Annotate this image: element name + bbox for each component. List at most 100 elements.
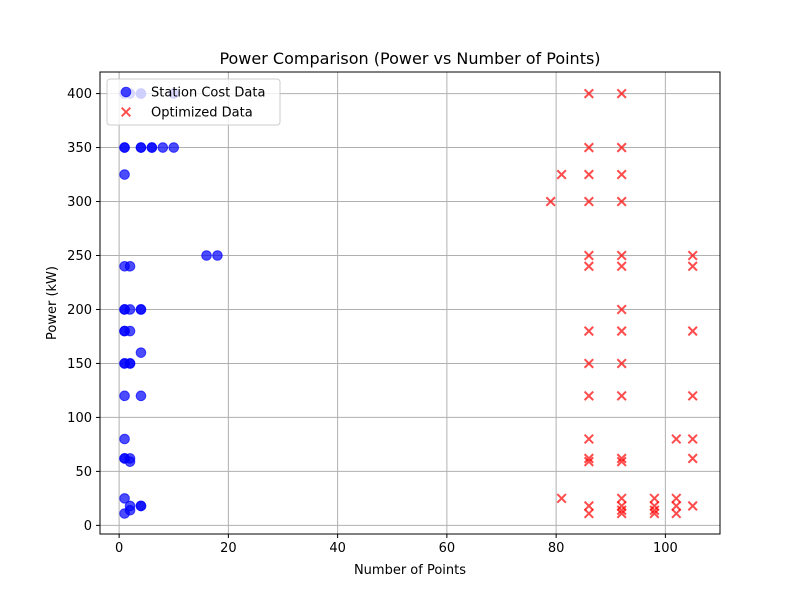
optimized-point (616, 453, 627, 464)
plot-frame (99, 71, 721, 535)
optimized-point (616, 326, 627, 337)
grid (100, 72, 720, 534)
axis-ticks: 0 20 40 60 80 100 0 50 100 150 200 250 300 350 400 (67, 87, 678, 556)
optimized-point (616, 88, 627, 99)
optimized-point (583, 500, 594, 511)
station-cost-point (124, 456, 136, 467)
optimized-point (687, 390, 698, 401)
x-tick-label: 100 (653, 541, 678, 556)
station-cost-point (212, 250, 223, 261)
station-cost-point (168, 142, 180, 153)
optimized-point (616, 390, 627, 401)
station-cost-point (119, 390, 130, 402)
station-cost-point (135, 390, 147, 402)
y-axis-label: Power (kW) (45, 266, 60, 340)
legend-marker (120, 86, 132, 98)
optimized-point (616, 508, 627, 519)
station-cost-point (157, 142, 169, 153)
legend-marker (120, 106, 132, 118)
station-cost-point (119, 508, 130, 519)
optimized-point (583, 434, 594, 445)
optimized-point (556, 493, 567, 504)
data-points (119, 88, 698, 519)
optimized-point (583, 453, 594, 464)
optimized-point (616, 261, 627, 272)
optimized-point (583, 456, 594, 467)
x-tick-label: 60 (439, 541, 456, 556)
optimized-point (649, 493, 660, 504)
optimized-point (649, 508, 660, 519)
legend-label: Station Cost Data (151, 86, 265, 101)
optimized-point (671, 493, 682, 504)
legend-box (106, 78, 281, 126)
station-cost-point (124, 304, 136, 315)
optimized-point (583, 508, 594, 519)
station-cost-point (135, 304, 147, 315)
optimized-point (687, 434, 698, 445)
x-tick-label: 20 (220, 541, 237, 556)
legend: Station Cost Data Optimized Data (106, 78, 281, 126)
x-tick-label: 0 (115, 541, 123, 556)
optimized-point (616, 250, 627, 261)
optimized-point (583, 358, 594, 369)
optimized-point (583, 261, 594, 272)
station-cost-point (124, 358, 136, 369)
station-cost-point (119, 493, 130, 504)
optimized-point (556, 169, 567, 180)
optimized-point (671, 434, 682, 445)
legend-label: Optimized Data (151, 106, 253, 121)
optimized-point (616, 358, 627, 369)
y-tick-label: 200 (67, 303, 92, 318)
optimized-point (616, 142, 627, 153)
y-tick-label: 350 (67, 141, 92, 156)
y-tick-label: 100 (67, 411, 92, 426)
optimized-point (545, 196, 556, 207)
chart-title: Power Comparison (Power vs Number of Poi… (219, 49, 600, 68)
x-tick-label: 80 (548, 541, 565, 556)
x-axis-label: Number of Points (354, 563, 466, 578)
y-tick-label: 150 (67, 357, 92, 372)
optimized-point (687, 261, 698, 272)
optimized-point (583, 169, 594, 180)
station-cost-point (135, 347, 147, 358)
optimized-point (687, 250, 698, 261)
optimized-point (583, 196, 594, 207)
optimized-point (687, 453, 698, 464)
y-tick-label: 400 (67, 87, 92, 102)
optimized-point (616, 304, 627, 315)
optimized-point (649, 500, 660, 511)
optimized-point (583, 390, 594, 401)
optimized-point (649, 505, 660, 516)
optimized-point (687, 500, 698, 511)
x-tick-label: 40 (329, 541, 346, 556)
optimized-point (616, 196, 627, 207)
optimized-point (671, 500, 682, 511)
optimized-point (583, 250, 594, 261)
y-tick-label: 250 (67, 249, 92, 264)
series-station-cost-data (119, 88, 223, 519)
y-tick-label: 50 (75, 465, 92, 480)
y-tick-label: 300 (67, 195, 92, 210)
station-cost-point (119, 169, 130, 180)
station-cost-point (135, 142, 147, 153)
optimized-point (583, 88, 594, 99)
station-cost-point (119, 433, 130, 445)
optimized-point (671, 508, 682, 519)
station-cost-point (119, 142, 130, 153)
station-cost-point (146, 142, 158, 153)
optimized-point (616, 500, 627, 511)
station-cost-point (201, 250, 212, 261)
station-cost-point (124, 260, 136, 272)
optimized-point (616, 505, 627, 516)
optimized-point (583, 142, 594, 153)
optimized-point (687, 326, 698, 337)
optimized-point (583, 326, 594, 337)
optimized-point (616, 456, 627, 467)
optimized-point (616, 493, 627, 504)
station-cost-point (124, 325, 136, 337)
y-tick-label: 0 (84, 519, 92, 534)
optimized-point (616, 169, 627, 180)
station-cost-point (135, 500, 147, 512)
series-optimized-data (545, 88, 698, 519)
